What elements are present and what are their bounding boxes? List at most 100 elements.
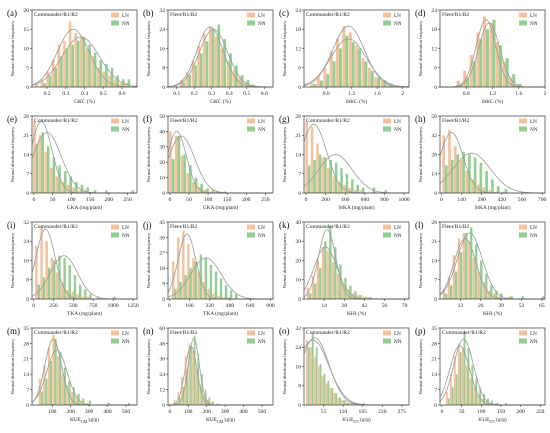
panel-title: Fleet/R1/R2 [170,118,198,124]
bar-nn [345,173,349,193]
legend-label-ln: LN [394,225,401,231]
legend-label-nn: NN [530,21,538,27]
x-tick-label: 0 [169,197,172,203]
panel-title: Fleet/R1/R2 [442,118,470,124]
bar-ln [66,184,70,193]
legend-label-nn: NN [122,233,130,239]
y-tick-label: 0 [434,403,437,409]
bar-ln [477,394,480,405]
legend-label-nn: NN [530,339,538,345]
bar-nn [326,74,330,87]
bar-nn [86,187,89,193]
y-axis-label: Normal distribution frequency [146,20,151,77]
legend-label-ln: LN [530,119,537,125]
bar-ln [355,45,359,87]
bar-nn [324,241,327,299]
legend-swatch-ln [111,330,119,336]
legend-swatch-ln [519,224,527,230]
bar-ln [442,290,446,299]
bar-ln [492,293,496,299]
bar-ln [325,383,328,405]
x-tick-label: 165 [359,409,368,415]
bar-nn [77,40,80,87]
x-tick-label: 1.6 [515,91,522,97]
bar-nn [205,41,209,87]
bar-ln [197,271,200,299]
x-tick-label: 0 [32,303,35,309]
y-tick-label: 28 [431,152,437,158]
fit-curve-nn [31,36,138,87]
bar-nn [334,247,337,299]
fit-curve-nn [31,349,137,406]
bar-ln [362,297,365,299]
bar-nn [450,285,453,299]
bar-ln [462,233,466,299]
legend-label-ln: LN [530,225,537,231]
bar-nn [456,154,460,193]
bar-nn [307,347,310,405]
x-axis-label: KUEGM (g/g) [206,416,235,424]
bar-ln [203,34,206,87]
x-tick-label: 500 [122,409,131,415]
x-axis-label: TKA (mg/plant) [203,310,238,317]
bar-nn [541,296,545,299]
chart-panel-d: 0 6 12 18 24 0.8 1.2 1.6 2 StKC (%) Normal distrib… [415,8,547,105]
x-axis-label: StKA (mg/plant) [474,204,510,211]
bar-ln [40,226,43,299]
bar-nn [75,182,78,193]
bar-ln [46,71,49,87]
y-tick-label: 40 [159,129,165,135]
bar-nn [200,53,203,87]
bar-ln [332,176,335,193]
x-tick-label: 65 [539,303,545,309]
x-tick-label: 250 [123,197,132,203]
bar-nn [315,347,318,405]
x-tick-label: 150 [223,197,232,203]
bar-ln [209,26,212,87]
legend-label-ln: LN [258,119,265,125]
y-tick-label: 0 [298,191,301,197]
bar-nn [329,225,332,299]
x-tick-label: 300 [85,409,94,415]
bar-nn [358,48,362,87]
x-tick-label: 200 [516,409,525,415]
legend-label-nn: NN [530,127,538,133]
bar-nn [194,65,197,87]
y-tick-label: 0 [434,297,437,303]
x-tick-label: 0.6 [261,91,268,97]
legend-label-nn: NN [530,233,538,239]
bar-nn [182,82,186,87]
x-axis-label: StKC (%) [346,98,368,105]
y-axis-label: Normal distribution frequency [10,20,15,77]
bar-nn [496,186,500,194]
bar-nn [84,289,87,300]
bar-ln [329,51,333,87]
legend-swatch-ln [111,224,119,230]
x-tick-label: 0.5 [243,91,250,97]
x-axis-label: TKA (mg/plant) [67,310,102,317]
bar-nn [462,151,465,193]
bar-ln [346,289,350,300]
panel-label: (m) [7,326,20,336]
bar-nn [69,176,73,193]
bar-ln [327,168,330,193]
bar-nn [58,255,61,299]
y-tick-label: 24 [159,27,165,33]
bar-nn [41,132,44,193]
x-axis-label: KUEGM (g/g) [70,416,99,424]
bar-ln [465,365,468,405]
bar-ln [85,48,89,87]
bar-nn [40,391,43,405]
bar-ln [202,281,205,299]
bar-ln [191,60,195,87]
legend-swatch-ln [383,12,391,18]
panel-label: (b) [143,8,154,18]
legend-swatch-nn [383,338,391,344]
legend-swatch-ln [519,12,527,18]
bar-nn [52,157,56,193]
legend-label-ln: LN [530,331,537,337]
y-tick-label: 6 [298,66,301,72]
legend-label-nn: NN [258,233,266,239]
bar-ln [86,402,90,405]
y-tick-label: 10 [159,176,165,182]
